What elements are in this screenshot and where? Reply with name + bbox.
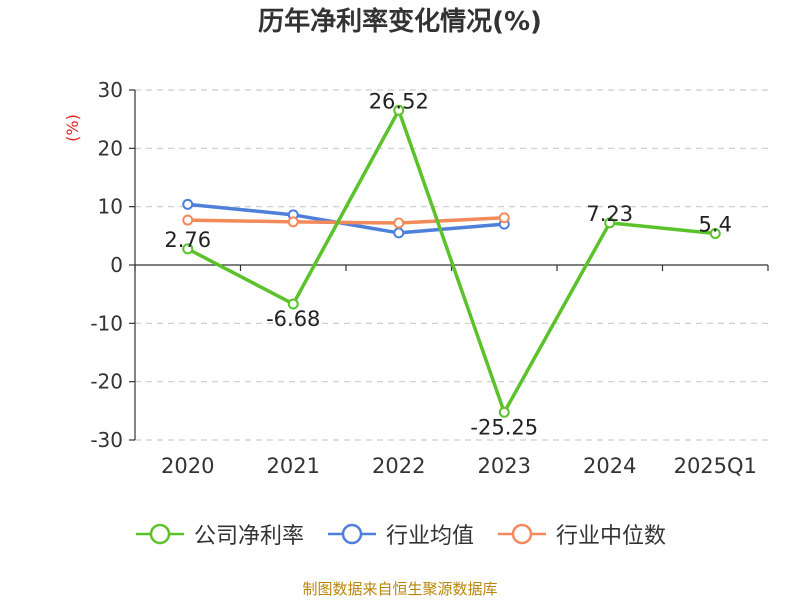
legend-swatch [327, 523, 376, 545]
data-labels: 2.76 -6.68 26.52 -25.25 7.23 5.4 [164, 89, 732, 439]
data-points [182, 104, 721, 418]
data-point [393, 227, 405, 239]
source-note: 制图数据来自恒生聚源数据库 [302, 580, 498, 598]
legend-item-1[interactable]: 行业均值 [326, 518, 474, 550]
x-tick-label: 2022 [372, 454, 425, 478]
y-tick-label: 20 [98, 136, 123, 160]
legend-item-0[interactable]: 公司净利率 [134, 518, 304, 550]
data-point [182, 198, 194, 210]
data-label: -6.68 [266, 307, 320, 331]
legend-swatch [498, 523, 546, 545]
y-tick-label: -10 [90, 311, 123, 335]
legend-label: 公司净利率 [193, 524, 304, 549]
x-tick-label: 2024 [583, 454, 636, 478]
chart-title: 历年净利率变化情况(%) [258, 7, 542, 37]
legend-label: 行业中位数 [556, 524, 667, 549]
data-label: 7.23 [586, 202, 633, 226]
y-tick-label: 0 [110, 253, 123, 277]
series-lines [186, 108, 716, 415]
x-tick-label: 2023 [478, 454, 531, 478]
series-line-2 [187, 216, 505, 225]
y-tick-label: 30 [98, 78, 123, 102]
x-tick-label: 2021 [267, 454, 320, 478]
data-point [709, 228, 721, 239]
data-label: 5.4 [699, 213, 732, 237]
y-tick-label: 10 [98, 195, 123, 219]
data-label: 2.76 [164, 228, 211, 252]
y-axis-label: (%) [63, 114, 82, 142]
data-point [182, 243, 194, 255]
data-label: -25.25 [470, 415, 538, 439]
data-point [182, 214, 194, 226]
legend: 公司净利率 行业均值 行业中位数 [0, 518, 800, 550]
data-point [498, 212, 510, 224]
data-point [287, 216, 299, 228]
series-line-0 [186, 108, 716, 415]
legend-label: 行业均值 [385, 524, 474, 549]
data-point [393, 104, 405, 116]
data-label: 26.52 [369, 89, 429, 113]
axes: 30 20 10 0 -10 -20 -30 2020 2021 2022 2023 2024 2025… [63, 78, 769, 478]
data-point [393, 217, 405, 229]
x-tick-label: 2025Q1 [674, 454, 757, 478]
x-tick-label: 2020 [161, 454, 214, 478]
legend-swatch [135, 523, 184, 545]
data-point [287, 298, 299, 310]
y-tick-label: -30 [90, 428, 123, 452]
data-point [604, 217, 616, 229]
data-point [498, 406, 510, 418]
y-tick-label: -20 [90, 370, 123, 394]
legend-item-2[interactable]: 行业中位数 [496, 518, 666, 550]
